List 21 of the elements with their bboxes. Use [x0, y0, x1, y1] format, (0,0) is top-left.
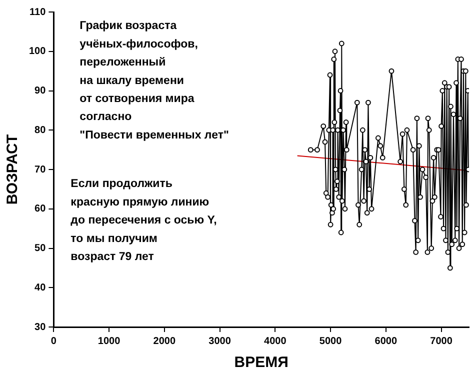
- y-tick-label: 80: [34, 124, 46, 136]
- x-tick-label: 7000: [430, 336, 453, 347]
- x-tick-label: 1000: [98, 336, 121, 347]
- y-tick-label: 70: [34, 164, 46, 176]
- x-tick-label: 0: [50, 336, 57, 347]
- x-tick-label: 5000: [319, 336, 342, 347]
- annotation: Если продолжить красную прямую линию до пересечения с осью Y, то мы получим возраст 79 лет: [70, 178, 217, 263]
- y-axis-title: ВОЗРАСТ: [4, 134, 22, 205]
- x-tick-label: 4000: [264, 336, 287, 347]
- y-tick-label: 110: [30, 6, 46, 18]
- y-tick-label: 100: [28, 46, 46, 58]
- y-tick-label: 40: [34, 282, 46, 294]
- y-tick-label: 30: [34, 322, 46, 333]
- y-tick-label: 50: [34, 243, 46, 254]
- x-axis-title: ВРЕМЯ: [234, 354, 288, 372]
- x-tick-label: 2000: [153, 336, 176, 347]
- x-tick-label: 3000: [208, 336, 232, 347]
- y-tick-label: 60: [34, 204, 46, 215]
- x-tick-label: 6000: [374, 336, 398, 347]
- y-tick-label: 90: [34, 86, 46, 96]
- annotation: График возраста учёных-философов, переложенный на шкалу времени от сотворения мира согласно "Повести временных лет": [80, 20, 229, 142]
